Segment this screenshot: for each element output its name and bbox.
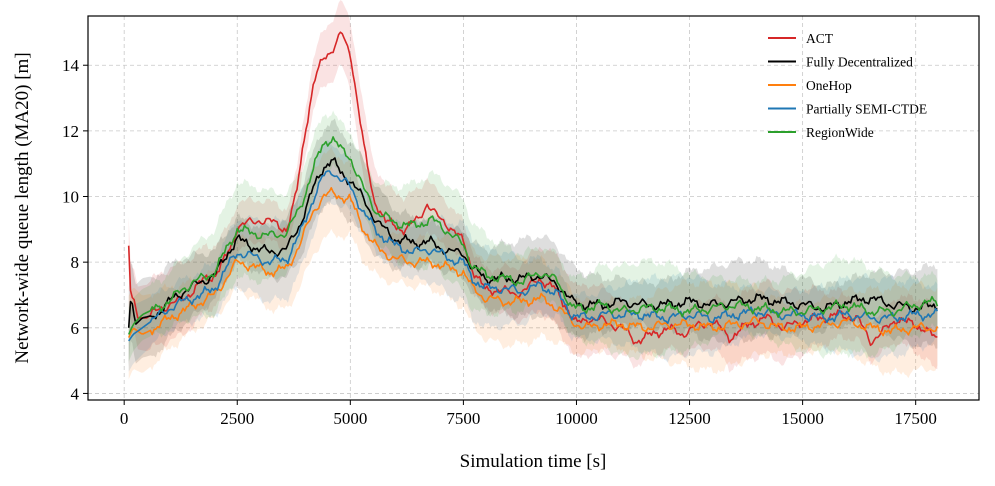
legend-item-0: ACT xyxy=(768,31,834,46)
y-axis-label: Network-wide queue length (MA20) [m] xyxy=(12,52,33,363)
y-tick-label: 8 xyxy=(71,253,80,272)
x-tick-label: 5000 xyxy=(333,409,367,428)
y-tick-label: 4 xyxy=(71,384,80,403)
legend: ACT Fully Decentralized OneHop Partially SE… xyxy=(768,31,927,140)
band-1 xyxy=(128,118,938,367)
y-tick-label: 10 xyxy=(62,188,79,207)
legend-item-2: OneHop xyxy=(768,78,852,93)
legend-item-1: Fully Decentralized xyxy=(768,55,913,70)
x-tick-label: 15000 xyxy=(781,409,824,428)
band-3 xyxy=(128,140,938,372)
legend-label: RegionWide xyxy=(806,125,874,140)
y-tick-label: 6 xyxy=(71,319,80,338)
legend-label: Partially SEMI-CTDE xyxy=(806,102,927,117)
legend-label: OneHop xyxy=(806,78,852,93)
y-tick-label: 12 xyxy=(62,122,79,141)
legend-item-4: RegionWide xyxy=(768,125,874,140)
band-2 xyxy=(128,146,938,380)
line-2 xyxy=(127,187,939,338)
band-4 xyxy=(128,110,938,362)
y-axis-ticks: 4 6 8 10 12 14 xyxy=(62,56,88,403)
line-1 xyxy=(127,157,938,328)
line-4 xyxy=(127,136,939,335)
legend-item-3: Partially SEMI-CTDE xyxy=(768,102,927,117)
x-tick-label: 2500 xyxy=(220,409,254,428)
x-tick-label: 10000 xyxy=(555,409,598,428)
x-axis-label: Simulation time [s] xyxy=(460,451,607,472)
grid xyxy=(88,16,979,400)
legend-label: ACT xyxy=(806,31,834,46)
confidence-bands xyxy=(128,0,938,380)
x-tick-label: 7500 xyxy=(446,409,480,428)
legend-label: Fully Decentralized xyxy=(806,55,913,70)
x-tick-label: 12500 xyxy=(668,409,711,428)
series-lines xyxy=(127,31,939,347)
x-axis-ticks: 0 2500 5000 7500 10000 12500 15000 17500 xyxy=(120,400,937,428)
y-tick-label: 14 xyxy=(62,56,80,75)
line-3 xyxy=(128,170,939,342)
x-tick-label: 0 xyxy=(120,409,129,428)
x-tick-label: 17500 xyxy=(894,409,937,428)
plot-frame xyxy=(87,15,980,401)
